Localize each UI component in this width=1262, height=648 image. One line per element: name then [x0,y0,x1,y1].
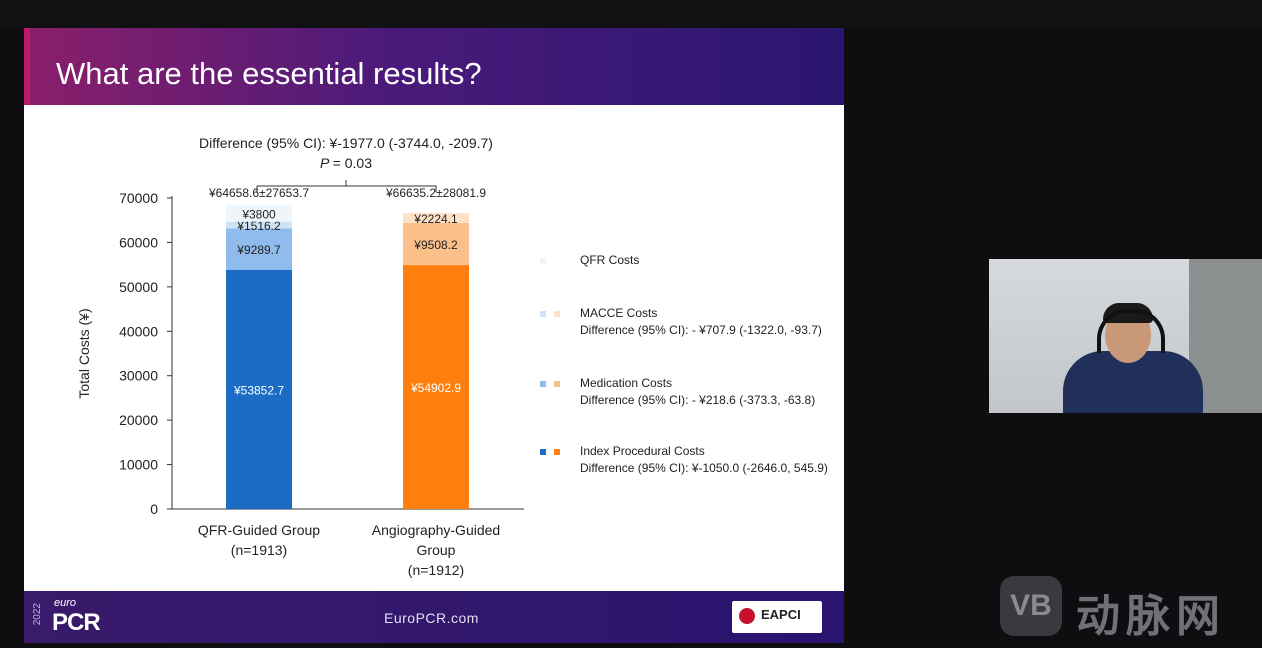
bar-segment [403,222,469,266]
bar-segment [226,269,292,509]
legend-swatch [540,381,546,387]
watermark-text: 动脉网 [1076,592,1226,641]
category-label: (n=1913) [231,542,287,558]
heart-icon [739,608,755,624]
data-label: ¥3800 [241,207,276,221]
bar-segment [226,204,292,222]
website-link[interactable]: EuroPCR.com [384,610,479,626]
legend-label: MACCE Costs [580,306,657,320]
speaker-video[interactable] [989,259,1262,413]
y-tick-label: 30000 [119,368,158,384]
legend-label: Medication Costs [580,376,672,390]
significance-bracket [256,180,437,192]
legend-swatch [540,311,546,317]
eapci-label: EAPCI [761,607,801,622]
total-label: ¥66635.2±28081.9 [385,186,486,200]
category-label: Group [417,542,456,558]
presentation-slide: What are the essential results? 0 10000 20… [24,28,844,643]
bar-segment [226,221,292,229]
stacked-bar-chart: 0 10000 20000 30000 40000 50000 60000 70000 Tota… [76,135,828,578]
watermark-logo: VB [1000,576,1062,636]
y-tick-label: 70000 [119,190,158,206]
bar-segment [403,265,469,509]
y-tick-label: 0 [150,501,158,517]
top-bar [0,0,1262,28]
legend-difference: Difference (95% CI): - ¥218.6 (-373.3, -… [580,393,815,407]
category-label: (n=1912) [408,562,464,578]
category-label: QFR-Guided Group [198,522,320,538]
legend-swatch [540,449,546,455]
slide-header: What are the essential results? [24,28,844,105]
data-label: ¥54902.9 [410,381,461,395]
slide-title: What are the essential results? [56,56,482,91]
legend-swatch [554,311,560,317]
headset-icon [1097,309,1165,353]
difference-label: Difference (95% CI): ¥-1977.0 (-3744.0, … [199,135,493,151]
p-value-label: P = 0.03 [320,155,372,171]
legend-difference: Difference (95% CI): ¥-1050.0 (-2646.0, … [580,461,828,475]
bar-segment [403,212,469,223]
legend-swatch [554,449,560,455]
brand-year: 2022 [32,603,43,626]
data-label: ¥9508.2 [413,238,458,252]
data-label: ¥53852.7 [233,383,284,397]
y-tick-label: 50000 [119,279,158,295]
legend-label: QFR Costs [580,253,639,267]
y-tick-label: 10000 [119,457,158,473]
data-label: ¥2224.1 [413,212,458,226]
legend-difference: Difference (95% CI): - ¥707.9 (-1322.0, … [580,323,822,337]
brand-euro: euro [54,597,77,609]
y-tick-label: 40000 [119,323,158,339]
data-label: ¥9289.7 [236,243,281,257]
y-tick-label: 60000 [119,234,158,250]
category-label: Angiography-Guided [372,522,500,538]
header-accent-bar [24,28,30,105]
legend-swatch [540,258,546,264]
legend-swatch [554,381,560,387]
total-label: ¥64658.6±27653.7 [208,186,309,200]
y-tick-label: 20000 [119,412,158,428]
slide-footer: 2022 euro PCR EuroPCR.com EAPCI [24,591,844,643]
legend-label: Index Procedural Costs [580,444,705,458]
bar-segment [226,228,292,270]
y-axis-label: Total Costs (¥) [76,308,92,398]
eapci-logo: EAPCI [732,601,822,633]
europcr-logo: PCR [52,609,101,636]
data-label: ¥1516.2 [236,219,281,233]
